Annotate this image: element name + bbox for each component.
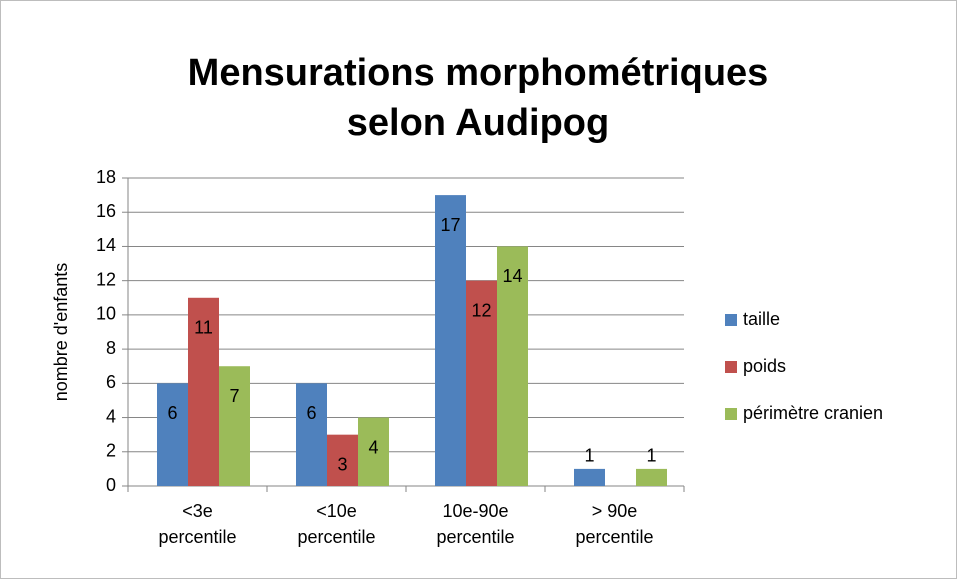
- bar: [574, 468, 605, 486]
- data-label: 12: [471, 300, 491, 320]
- x-tick-label: 10e-90e percentile: [436, 501, 514, 547]
- y-tick-label: 6: [106, 372, 116, 392]
- data-label: 7: [229, 386, 239, 406]
- bar: [435, 195, 466, 486]
- bar: [327, 434, 358, 486]
- data-label: 1: [584, 446, 594, 466]
- legend-swatch: [725, 314, 737, 326]
- bar: [466, 280, 497, 486]
- data-label: 6: [306, 403, 316, 423]
- legend-swatch: [725, 408, 737, 420]
- data-label: 4: [368, 437, 378, 457]
- y-tick-label: 8: [106, 338, 116, 358]
- y-tick-label: 16: [96, 201, 116, 221]
- x-tick-label: <10e percentile: [297, 501, 375, 547]
- data-label: 17: [440, 215, 460, 235]
- bar: [636, 468, 667, 486]
- y-tick-label: 4: [106, 406, 116, 426]
- legend-label: poids: [743, 356, 786, 376]
- legend-swatch: [725, 361, 737, 373]
- y-tick-label: 2: [106, 441, 116, 461]
- bar: [296, 383, 327, 486]
- data-label: 1: [646, 446, 656, 466]
- chart-title: Mensurations morphométriques: [188, 52, 769, 94]
- y-tick-label: 14: [96, 235, 116, 255]
- x-tick-label: <3e percentile: [158, 501, 236, 547]
- y-tick-label: 12: [96, 269, 116, 289]
- bar: [358, 417, 389, 486]
- x-tick-label: > 90e percentile: [575, 501, 653, 547]
- bar: [188, 297, 219, 486]
- legend-label: périmètre cranien: [743, 403, 883, 423]
- y-tick-label: 10: [96, 304, 116, 324]
- bar: [157, 383, 188, 486]
- bar: [219, 366, 250, 486]
- y-axis-label: nombre d'enfants: [51, 263, 71, 402]
- y-tick-label: 18: [96, 167, 116, 187]
- legend-label: taille: [743, 309, 780, 329]
- data-label: 6: [167, 403, 177, 423]
- data-label: 3: [337, 454, 347, 474]
- bar: [497, 246, 528, 486]
- y-tick-label: 0: [106, 475, 116, 495]
- chart-title: selon Audipog: [347, 102, 609, 144]
- data-label: 14: [502, 266, 522, 286]
- data-label: 11: [194, 318, 213, 338]
